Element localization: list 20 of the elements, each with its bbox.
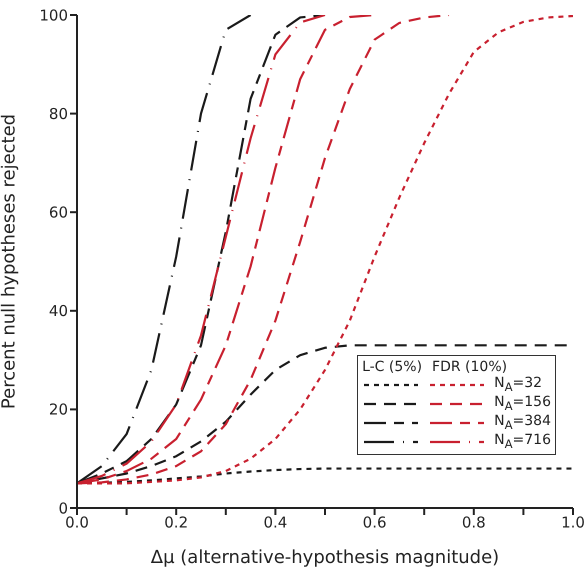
x-axis-title: Δμ (alternative-hypothesis magnitude) <box>150 547 500 568</box>
legend-label: N$_{A}$=716 <box>494 432 551 451</box>
legend-label: N$_{A}$=32 <box>494 375 542 394</box>
y-tick-label: 100 <box>39 6 68 24</box>
x-tick-label: 0.4 <box>263 514 288 532</box>
legend-label: N$_{A}$=156 <box>494 394 551 413</box>
annotation: FDR (10%) <box>432 359 508 375</box>
y-tick-label: 80 <box>48 104 68 123</box>
y-tick-label: 60 <box>48 204 68 222</box>
x-tick-label: 1.0 <box>561 514 585 532</box>
y-axis-title: Percent null hypotheses rejected <box>0 114 20 410</box>
x-tick-label: 0.2 <box>164 514 188 532</box>
y-tick-label: 40 <box>48 302 68 320</box>
y-tick-label: 0 <box>58 499 68 518</box>
annotation: L-C (5%) <box>362 359 422 375</box>
legend-label: N$_{A}$=384 <box>494 413 551 432</box>
x-tick-label: 0.6 <box>362 514 387 532</box>
x-tick-label: 0.8 <box>462 514 486 532</box>
y-tick-label: 20 <box>48 400 68 419</box>
x-tick-label: 0.0 <box>65 514 89 532</box>
